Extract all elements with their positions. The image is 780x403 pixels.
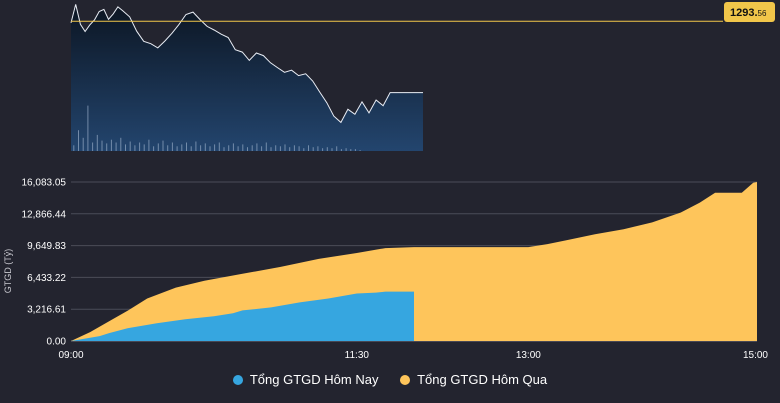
volume-bar bbox=[261, 146, 263, 151]
volume-bar bbox=[73, 145, 75, 151]
volume-bar bbox=[303, 148, 305, 151]
y-tick-label: 9,649.83 bbox=[27, 241, 66, 252]
volume-bar bbox=[106, 143, 108, 151]
y-axis-ticks: 0.00 3,216.61 6,433.22 9,649.83 12,866.44 16,… bbox=[22, 178, 67, 348]
area-yesterday-total bbox=[71, 182, 757, 341]
volume-bar bbox=[78, 130, 79, 151]
volume-bar bbox=[270, 147, 272, 151]
legend-dot-yesterday bbox=[400, 374, 411, 385]
x-tick-label: 15:00 bbox=[743, 350, 768, 361]
volume-bar bbox=[228, 145, 230, 151]
price-badge-decimal: 56 bbox=[758, 9, 767, 18]
volume-bars bbox=[73, 105, 361, 151]
volume-bar bbox=[125, 144, 126, 151]
volume-bar bbox=[354, 149, 356, 151]
legend-dot-today bbox=[232, 374, 243, 385]
volume-bar bbox=[214, 144, 216, 151]
volume-bar bbox=[129, 141, 131, 151]
volume-bar bbox=[223, 147, 225, 151]
legend-label-today: Tổng GTGD Hôm Nay bbox=[249, 372, 379, 387]
volume-bar bbox=[232, 143, 234, 151]
chart-legend: Tổng GTGD Hôm Nay Tổng GTGD Hôm Qua bbox=[0, 372, 780, 388]
legend-label-yesterday: Tổng GTGD Hôm Qua bbox=[417, 372, 548, 387]
volume-bar bbox=[92, 142, 94, 151]
volume-bar bbox=[87, 105, 89, 151]
volume-bar bbox=[237, 146, 239, 151]
volume-bar bbox=[167, 145, 169, 151]
volume-bar bbox=[326, 147, 328, 151]
volume-bar bbox=[279, 146, 281, 151]
legend-item-yesterday[interactable]: Tổng GTGD Hôm Qua bbox=[400, 372, 547, 387]
volume-bar bbox=[350, 149, 352, 151]
volume-bar bbox=[134, 145, 136, 151]
volume-bar bbox=[176, 146, 178, 151]
volume-bar bbox=[209, 146, 211, 151]
legend-item-today[interactable]: Tổng GTGD Hôm Nay bbox=[232, 372, 379, 387]
volume-bar bbox=[298, 146, 300, 151]
volume-bar bbox=[336, 146, 338, 151]
price-line bbox=[70, 4, 423, 124]
volume-bar bbox=[120, 137, 122, 151]
volume-bar bbox=[293, 145, 295, 151]
volume-bar bbox=[171, 142, 173, 151]
volume-bar bbox=[359, 150, 361, 151]
volume-bar bbox=[195, 141, 197, 151]
volume-bar bbox=[204, 143, 206, 151]
volume-bar bbox=[115, 142, 117, 151]
y-tick-label: 0.00 bbox=[47, 337, 67, 348]
y-axis-label: GTGD (Tỷ) bbox=[3, 249, 13, 294]
volume-bar bbox=[331, 148, 333, 151]
x-tick-label: 09:00 bbox=[58, 350, 83, 361]
y-tick-label: 12,866.44 bbox=[22, 209, 67, 220]
volume-bar bbox=[256, 143, 258, 151]
volume-bar bbox=[110, 139, 112, 151]
volume-bar bbox=[96, 134, 98, 151]
volume-bar bbox=[148, 139, 150, 151]
x-tick-label: 11:30 bbox=[345, 350, 370, 361]
volume-bar bbox=[82, 137, 84, 151]
price-badge-box bbox=[724, 2, 775, 22]
volume-bar bbox=[186, 142, 187, 151]
volume-bar bbox=[340, 149, 342, 151]
volume-bar bbox=[265, 142, 267, 151]
price-chart: 1293.56 bbox=[70, 2, 775, 152]
price-area-fill bbox=[71, 4, 423, 152]
volume-bar bbox=[275, 145, 277, 151]
x-tick-label: 13:00 bbox=[516, 350, 541, 361]
volume-bar bbox=[218, 142, 220, 151]
volume-bar bbox=[247, 147, 248, 151]
x-axis-ticks: 09:00 11:30 13:00 15:00 bbox=[58, 350, 768, 361]
volume-bar bbox=[139, 142, 141, 151]
y-tick-label: 3,216.61 bbox=[27, 305, 66, 316]
volume-bar bbox=[289, 147, 291, 151]
volume-bar bbox=[200, 145, 202, 151]
volume-bar bbox=[162, 140, 164, 151]
y-tick-label: 6,433.22 bbox=[27, 273, 66, 284]
price-badge: 1293.56 bbox=[724, 2, 775, 22]
volume-bar bbox=[312, 147, 314, 151]
volume-bar bbox=[345, 148, 347, 151]
svg-text:1293.56: 1293.56 bbox=[730, 7, 767, 19]
volume-bar bbox=[101, 140, 103, 151]
volume-bar bbox=[181, 144, 183, 151]
volume-bar bbox=[308, 145, 309, 151]
trading-value-chart: 0.00 3,216.61 6,433.22 9,649.83 12,866.44 16,… bbox=[3, 178, 768, 362]
volume-bar bbox=[190, 146, 192, 151]
area-today-total bbox=[71, 291, 414, 341]
y-tick-label: 16,083.05 bbox=[22, 178, 67, 189]
volume-bar bbox=[143, 144, 145, 151]
volume-bar bbox=[317, 146, 319, 151]
price-badge-integer: 1293. bbox=[730, 7, 758, 19]
volume-bar bbox=[153, 146, 155, 151]
volume-bar bbox=[242, 144, 244, 151]
volume-bar bbox=[322, 148, 324, 151]
volume-bar bbox=[157, 143, 159, 151]
volume-bar bbox=[251, 145, 253, 151]
volume-bar bbox=[284, 144, 286, 151]
